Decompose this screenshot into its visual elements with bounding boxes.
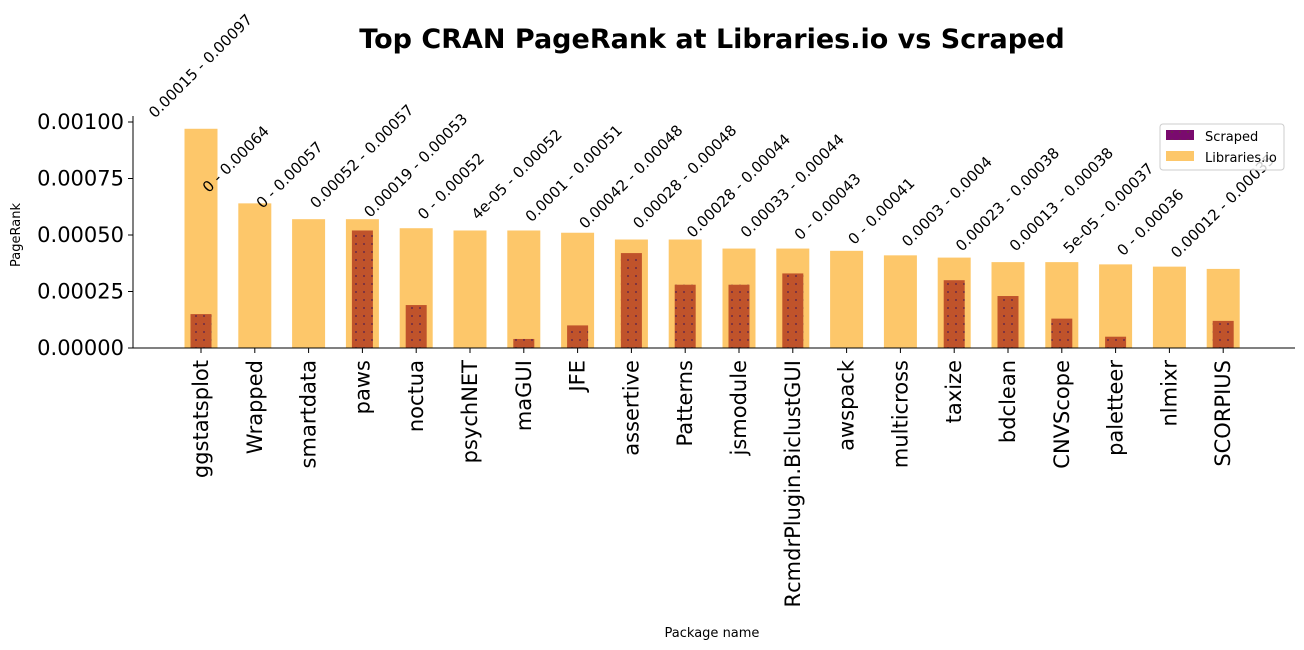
legend-label-scraped: Scraped [1205, 130, 1258, 145]
bar-scraped-hatch-15 [997, 296, 1019, 348]
bar-scraped-hatch-6 [513, 338, 535, 348]
data-label-0: 0.00015 - 0.00097 [145, 11, 256, 122]
data-label-16: 0.00013 - 0.00038 [1006, 144, 1117, 255]
x-tick-label-7: JFE [566, 360, 590, 394]
bar-scraped-hatch-8 [620, 253, 642, 348]
y-tick-label-3: 0.00075 [37, 167, 124, 191]
data-label-11: 0.00033 - 0.00044 [737, 130, 848, 241]
y-tick-label-0: 0.00000 [37, 336, 124, 360]
bar-libraries-io-0 [184, 128, 218, 348]
bar-scraped-hatch-9 [674, 284, 696, 348]
bar-libraries-io-6 [507, 230, 541, 348]
bar-scraped-hatch-11 [782, 273, 804, 348]
bar-scraped-hatch-14 [943, 280, 965, 348]
bar-libraries-io-17 [1099, 264, 1133, 348]
bar-scraped-hatch-16 [1051, 318, 1073, 348]
data-label-15: 0.00023 - 0.00038 [952, 144, 1063, 255]
x-tick-label-1: Wrapped [243, 360, 267, 454]
x-tick-label-17: paletteer [1104, 360, 1128, 456]
y-axis-label: PageRank [9, 203, 24, 267]
data-label-4: 0.00019 - 0.00053 [360, 110, 471, 221]
x-tick-label-4: noctua [404, 360, 428, 432]
bar-libraries-io-1 [238, 203, 272, 348]
x-tick-label-0: ggstatsplot [189, 360, 213, 478]
bar-scraped-hatch-7 [567, 325, 589, 348]
data-label-10: 0.00028 - 0.00044 [683, 130, 794, 241]
bar-libraries-io-2 [292, 219, 326, 348]
legend-label-libraries-io: Libraries.io [1205, 151, 1277, 166]
legend: Scraped Libraries.io [1159, 123, 1285, 171]
x-tick-label-11: RcmdrPlugin.BiclustGUI [781, 360, 805, 607]
bar-libraries-io-5 [453, 230, 487, 348]
x-tick-label-2: smartdata [297, 360, 321, 468]
x-tick-label-16: CNVScope [1050, 360, 1074, 469]
x-tick-label-15: bdclean [996, 360, 1020, 443]
x-tick-label-14: taxize [942, 360, 966, 423]
data-label-3: 0.00052 - 0.00057 [307, 101, 418, 212]
x-tick-label-10: jsmodule [727, 360, 751, 456]
bar-scraped-hatch-10 [728, 284, 750, 348]
bar-scraped-hatch-4 [405, 305, 427, 348]
data-label-9: 0.00028 - 0.00048 [629, 121, 740, 232]
x-tick-label-19: SCORPIUS [1211, 360, 1235, 467]
x-tick-label-12: awspack [835, 359, 859, 451]
legend-swatch-scraped-hatch [1166, 130, 1194, 140]
bar-scraped-hatch-19 [1212, 320, 1234, 348]
x-tick-label-5: psychNET [458, 360, 482, 464]
x-axis-label: Package name [665, 626, 760, 641]
y-tick-label-1: 0.00025 [37, 280, 124, 304]
legend-swatch-libraries-io [1166, 151, 1194, 161]
bar-scraped-hatch-17 [1105, 336, 1127, 348]
x-tick-label-8: assertive [619, 360, 643, 456]
x-tick-label-3: paws [350, 360, 374, 414]
y-tick-label-4: 0.00100 [37, 110, 124, 134]
x-tick-label-9: Patterns [673, 360, 697, 447]
x-tick-label-13: multicross [888, 360, 912, 468]
data-label-8: 0.00042 - 0.00048 [576, 121, 687, 232]
chart-title: Top CRAN PageRank at Libraries.io vs Scr… [359, 24, 1064, 55]
bar-libraries-io-18 [1152, 266, 1186, 348]
bar-scraped-hatch-3 [351, 230, 373, 348]
x-tick-label-18: nlmixr [1157, 360, 1181, 427]
bar-libraries-io-12 [830, 250, 864, 348]
bar-libraries-io-13 [883, 255, 917, 348]
x-tick-label-6: maGUI [512, 360, 536, 431]
bar-scraped-hatch-0 [190, 314, 212, 348]
y-tick-label-2: 0.00050 [37, 223, 124, 247]
